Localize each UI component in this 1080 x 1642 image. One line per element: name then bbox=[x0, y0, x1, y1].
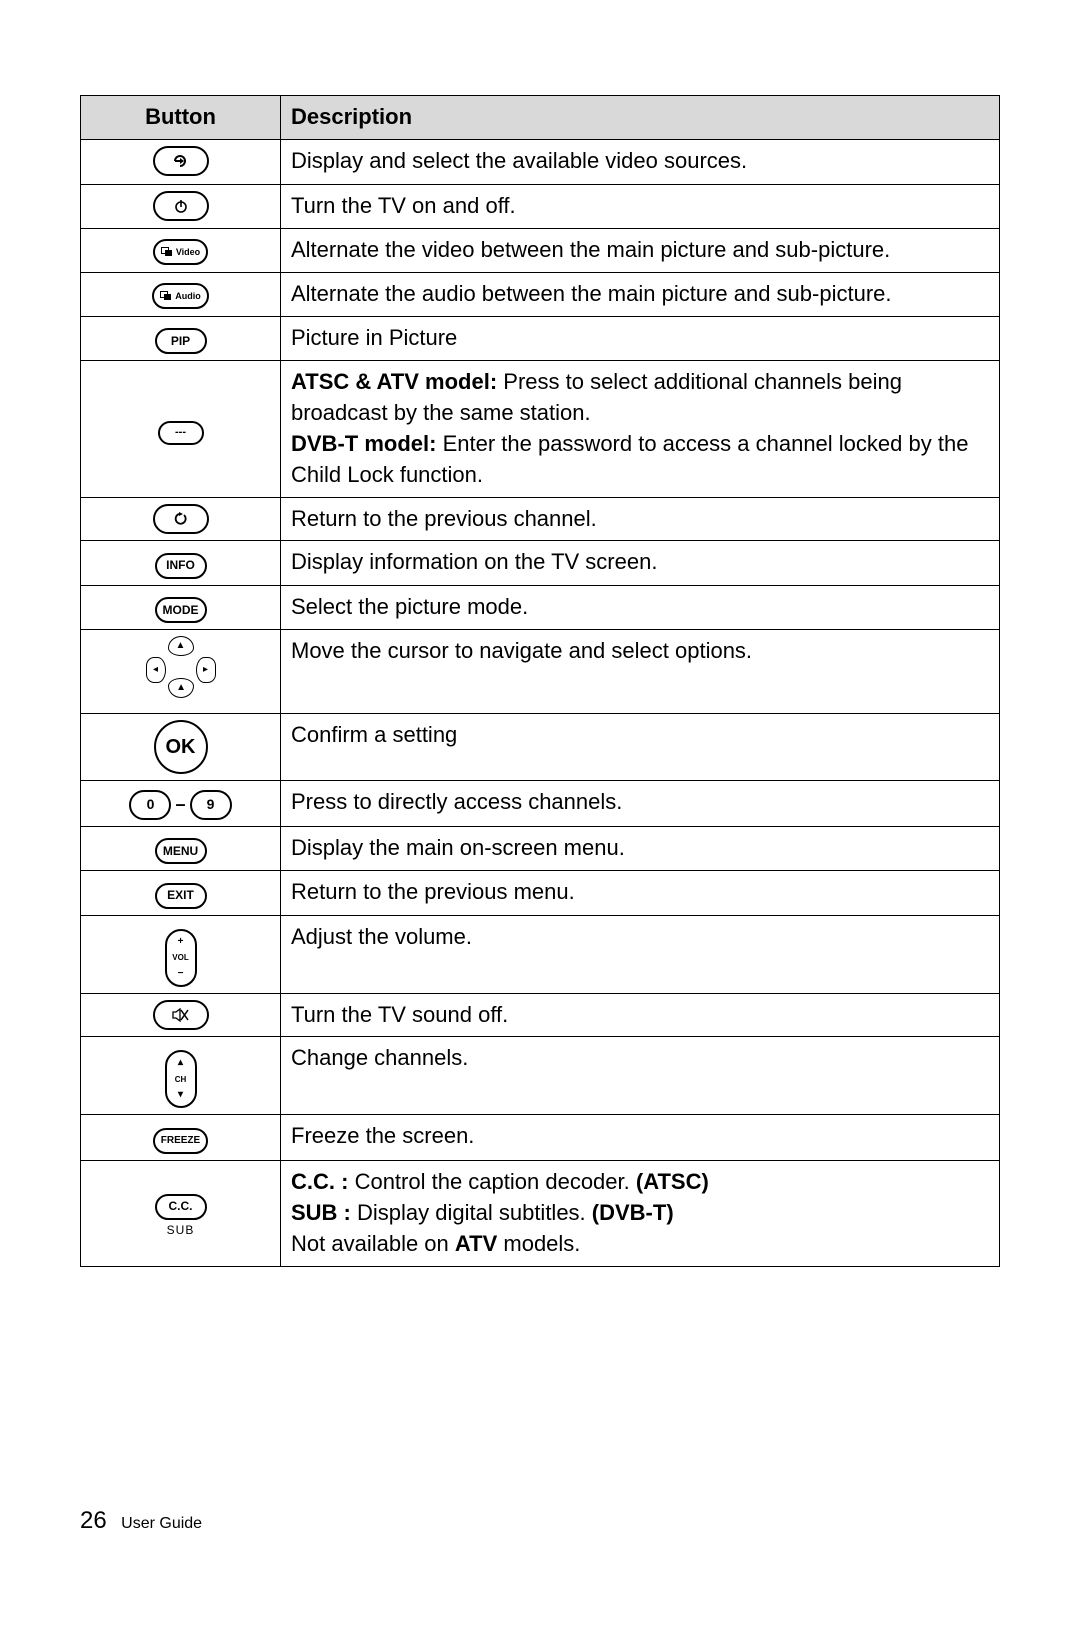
table-row: EXIT Return to the previous menu. bbox=[81, 871, 1000, 915]
description-cell: Adjust the volume. bbox=[281, 915, 1000, 993]
info-button-icon: INFO bbox=[155, 553, 207, 579]
table-row: Video Alternate the video between the mai… bbox=[81, 229, 1000, 273]
dpad-icon: ▲▲◂▸ bbox=[146, 636, 216, 698]
table-row: PIP Picture in Picture bbox=[81, 316, 1000, 360]
source-icon bbox=[153, 146, 209, 176]
button-cell bbox=[81, 139, 281, 184]
description-cell: Display information on the TV screen. bbox=[281, 541, 1000, 585]
footer-title: User Guide bbox=[121, 1515, 202, 1532]
swap-audio-icon: Audio bbox=[152, 283, 209, 309]
button-cell: INFO bbox=[81, 541, 281, 585]
page-number: 26 bbox=[80, 1507, 107, 1534]
ok-button-icon: OK bbox=[154, 720, 208, 774]
description-cell: Display and select the available video s… bbox=[281, 139, 1000, 184]
channel-button-icon: ▴CH▾ bbox=[165, 1050, 197, 1108]
table-row: Return to the previous channel. bbox=[81, 497, 1000, 541]
table-row: 0–9 Press to directly access channels. bbox=[81, 780, 1000, 826]
col-header-button: Button bbox=[81, 96, 281, 140]
button-cell: EXIT bbox=[81, 871, 281, 915]
remote-button-table: Button Description Display and select th… bbox=[80, 95, 1000, 1267]
document-page: Button Description Display and select th… bbox=[0, 0, 1080, 1595]
page-footer: 26 User Guide bbox=[80, 1507, 1000, 1535]
number-buttons-icon: 0–9 bbox=[129, 790, 231, 820]
menu-button-icon: MENU bbox=[155, 838, 207, 864]
freeze-button-icon: FREEZE bbox=[153, 1128, 208, 1154]
table-row: +VOL− Adjust the volume. bbox=[81, 915, 1000, 993]
return-icon bbox=[153, 504, 209, 534]
power-icon bbox=[153, 191, 209, 221]
button-cell: Audio bbox=[81, 273, 281, 317]
pip-button-icon: PIP bbox=[155, 328, 207, 354]
description-cell: Confirm a setting bbox=[281, 713, 1000, 780]
swap-video-icon: Video bbox=[153, 239, 208, 265]
table-row: OK Confirm a setting bbox=[81, 713, 1000, 780]
description-cell: Return to the previous channel. bbox=[281, 497, 1000, 541]
description-cell: Alternate the video between the main pic… bbox=[281, 229, 1000, 273]
table-row: Display and select the available video s… bbox=[81, 139, 1000, 184]
description-cell: Return to the previous menu. bbox=[281, 871, 1000, 915]
table-row: Turn the TV on and off. bbox=[81, 184, 1000, 229]
button-cell: 0–9 bbox=[81, 780, 281, 826]
button-cell: MENU bbox=[81, 826, 281, 870]
mute-icon bbox=[153, 1000, 209, 1030]
dash-button-icon: --- bbox=[158, 421, 204, 445]
button-cell: +VOL− bbox=[81, 915, 281, 993]
button-cell: FREEZE bbox=[81, 1115, 281, 1161]
description-cell: Freeze the screen. bbox=[281, 1115, 1000, 1161]
description-cell: ATSC & ATV model: Press to select additi… bbox=[281, 361, 1000, 497]
button-cell: --- bbox=[81, 361, 281, 497]
button-cell: MODE bbox=[81, 585, 281, 629]
table-row: INFO Display information on the TV screen… bbox=[81, 541, 1000, 585]
description-cell: Select the picture mode. bbox=[281, 585, 1000, 629]
mode-button-icon: MODE bbox=[155, 597, 207, 623]
table-row: MODE Select the picture mode. bbox=[81, 585, 1000, 629]
col-header-description: Description bbox=[281, 96, 1000, 140]
description-cell: Turn the TV sound off. bbox=[281, 993, 1000, 1037]
description-cell: Alternate the audio between the main pic… bbox=[281, 273, 1000, 317]
table-row: C.C.SUB C.C. : Control the caption decode… bbox=[81, 1161, 1000, 1266]
description-cell: Move the cursor to navigate and select o… bbox=[281, 630, 1000, 714]
button-cell: C.C.SUB bbox=[81, 1161, 281, 1266]
table-row: ▴CH▾ Change channels. bbox=[81, 1037, 1000, 1115]
exit-button-icon: EXIT bbox=[155, 883, 207, 909]
table-row: FREEZE Freeze the screen. bbox=[81, 1115, 1000, 1161]
button-cell bbox=[81, 497, 281, 541]
table-row: Audio Alternate the audio between the mai… bbox=[81, 273, 1000, 317]
description-cell: C.C. : Control the caption decoder. (ATS… bbox=[281, 1161, 1000, 1266]
button-cell bbox=[81, 993, 281, 1037]
description-cell: Picture in Picture bbox=[281, 316, 1000, 360]
table-row: --- ATSC & ATV model: Press to select add… bbox=[81, 361, 1000, 497]
description-cell: Display the main on-screen menu. bbox=[281, 826, 1000, 870]
button-cell bbox=[81, 184, 281, 229]
volume-button-icon: +VOL− bbox=[165, 929, 197, 987]
description-cell: Press to directly access channels. bbox=[281, 780, 1000, 826]
button-cell: PIP bbox=[81, 316, 281, 360]
description-cell: Change channels. bbox=[281, 1037, 1000, 1115]
cc-sub-button-icon: C.C.SUB bbox=[155, 1194, 207, 1239]
table-row: ▲▲◂▸ Move the cursor to navigate and sele… bbox=[81, 630, 1000, 714]
button-cell: ▴CH▾ bbox=[81, 1037, 281, 1115]
table-row: Turn the TV sound off. bbox=[81, 993, 1000, 1037]
description-cell: Turn the TV on and off. bbox=[281, 184, 1000, 229]
table-row: MENU Display the main on-screen menu. bbox=[81, 826, 1000, 870]
button-cell: ▲▲◂▸ bbox=[81, 630, 281, 714]
button-cell: OK bbox=[81, 713, 281, 780]
button-cell: Video bbox=[81, 229, 281, 273]
